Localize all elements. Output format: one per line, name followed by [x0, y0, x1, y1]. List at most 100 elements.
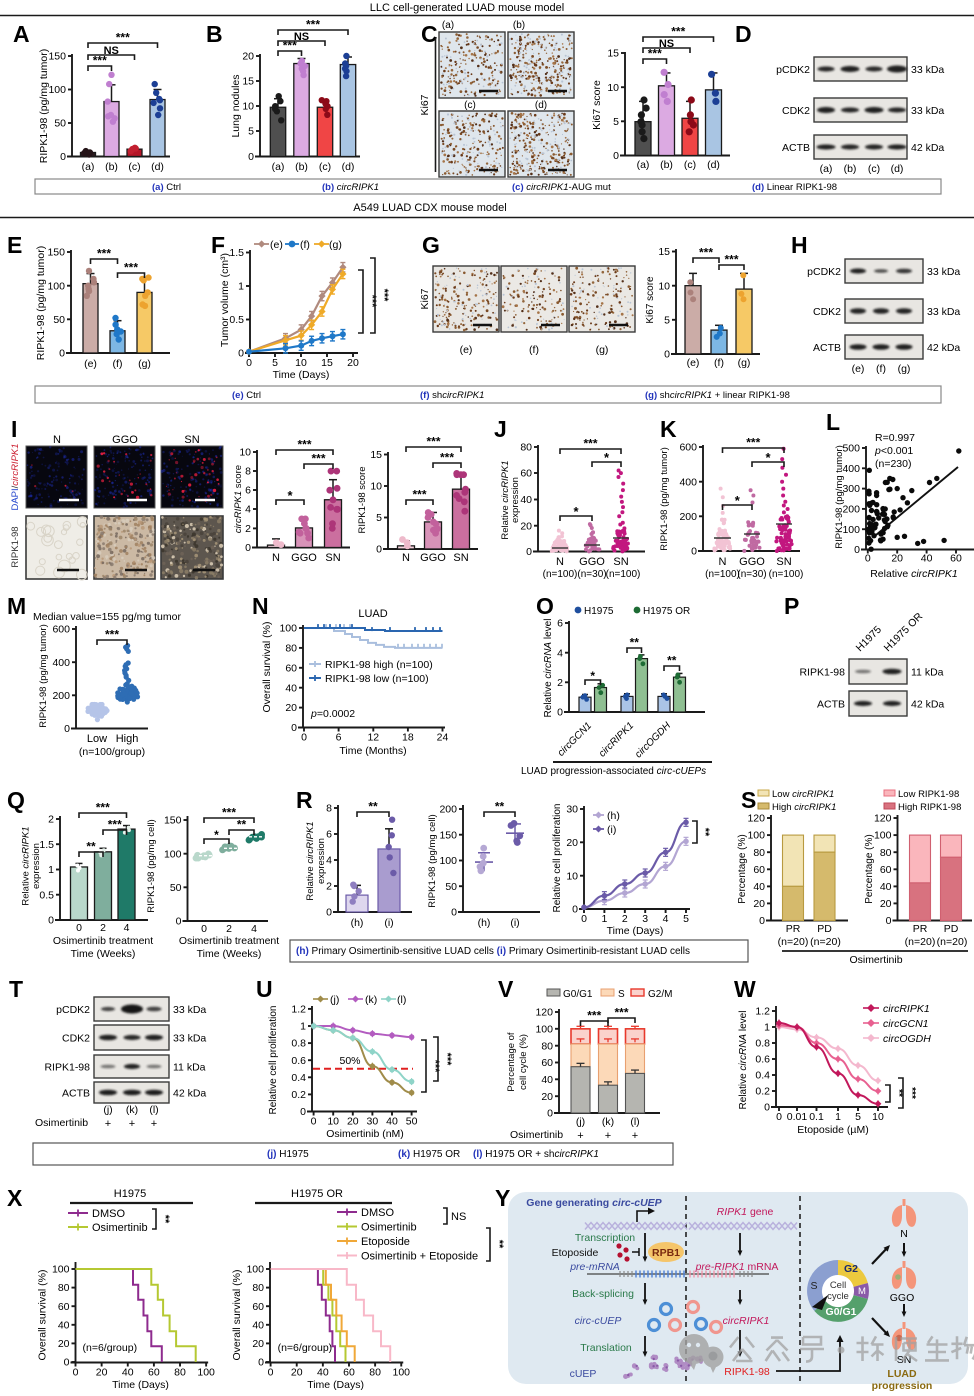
- svg-text:100: 100: [279, 623, 297, 635]
- svg-text:40: 40: [285, 682, 297, 694]
- svg-text:80: 80: [520, 442, 532, 454]
- svg-text:S: S: [810, 1280, 817, 1292]
- svg-text:SN: SN: [453, 552, 468, 564]
- svg-text:(e): (e): [84, 358, 97, 370]
- svg-text:0: 0: [854, 544, 860, 556]
- svg-text:40: 40: [541, 1074, 553, 1086]
- svg-text:SN: SN: [776, 556, 791, 568]
- svg-text:***: ***: [724, 253, 738, 267]
- svg-text:***: ***: [222, 806, 236, 820]
- svg-text:1: 1: [238, 281, 244, 293]
- svg-text:60: 60: [148, 1367, 160, 1379]
- svg-text:20: 20: [880, 898, 892, 910]
- svg-text:20: 20: [566, 837, 578, 849]
- svg-text:100: 100: [842, 524, 860, 536]
- svg-text:GGO: GGO: [739, 556, 765, 568]
- svg-text:(d): (d): [342, 161, 355, 173]
- svg-text:(i): (i): [384, 917, 393, 929]
- svg-text:(n=100): (n=100): [769, 569, 804, 580]
- svg-text:20: 20: [347, 1116, 359, 1128]
- svg-text:1.5: 1.5: [39, 839, 54, 851]
- svg-text:RIPK1 gene: RIPK1 gene: [717, 1206, 774, 1218]
- svg-text:(d): (d): [707, 159, 720, 171]
- svg-text:*: *: [765, 450, 771, 465]
- svg-text:(n=30): (n=30): [737, 569, 766, 580]
- svg-text:ACTB: ACTB: [782, 142, 810, 154]
- svg-text:(c) circRIPK1-AUG mut: (c) circRIPK1-AUG mut: [512, 182, 611, 193]
- svg-text:10: 10: [242, 101, 254, 113]
- svg-text:H1975: H1975: [114, 1188, 146, 1200]
- svg-text:(h): (h): [607, 810, 620, 822]
- svg-text:M: M: [858, 1286, 866, 1297]
- svg-text:DMSO: DMSO: [361, 1207, 394, 1219]
- svg-text:expression: expression: [31, 843, 42, 889]
- svg-text:*: *: [287, 488, 293, 503]
- svg-text:60: 60: [880, 864, 892, 876]
- svg-text:H1975: H1975: [584, 606, 614, 617]
- svg-text:42 kDa: 42 kDa: [173, 1087, 206, 1099]
- svg-text:60: 60: [285, 662, 297, 674]
- svg-text:10: 10: [327, 1116, 339, 1128]
- svg-text:Osimertinib treatment: Osimertinib treatment: [53, 935, 153, 947]
- svg-text:GGO: GGO: [420, 552, 446, 564]
- svg-text:***: ***: [746, 436, 760, 450]
- svg-text:Time (Weeks): Time (Weeks): [197, 948, 262, 960]
- svg-text:Q: Q: [7, 787, 25, 813]
- svg-text:50: 50: [53, 314, 65, 326]
- svg-text:***: ***: [441, 1053, 453, 1067]
- svg-text:33 kDa: 33 kDa: [911, 64, 944, 76]
- svg-text:20: 20: [891, 553, 903, 565]
- svg-text:(c): (c): [128, 161, 140, 173]
- svg-text:***: ***: [671, 25, 685, 39]
- svg-text:+: +: [105, 1118, 111, 1130]
- svg-text:LUAD: LUAD: [358, 608, 387, 620]
- svg-text:0: 0: [291, 722, 297, 734]
- svg-text:0.5: 0.5: [229, 314, 244, 326]
- svg-text:X: X: [7, 1185, 23, 1211]
- svg-text:T: T: [9, 976, 23, 1002]
- svg-text:20: 20: [252, 1338, 264, 1350]
- svg-text:100: 100: [392, 1367, 410, 1379]
- svg-text:(n=20): (n=20): [778, 936, 809, 948]
- svg-text:8: 8: [245, 466, 251, 478]
- svg-text:2: 2: [326, 881, 332, 893]
- svg-text:RIPK1-98: RIPK1-98: [10, 526, 21, 567]
- svg-text:10: 10: [566, 870, 578, 882]
- svg-text:2: 2: [48, 814, 54, 826]
- svg-text:Overall survival (%): Overall survival (%): [37, 1269, 49, 1360]
- svg-text:(l) H1975 OR + shcircRIPK1: (l) H1975 OR + shcircRIPK1: [473, 1149, 599, 1160]
- svg-text:(k): (k): [602, 1116, 614, 1128]
- svg-text:ACTB: ACTB: [813, 342, 841, 354]
- svg-text:0.4: 0.4: [755, 1070, 770, 1082]
- svg-text:***: ***: [614, 1006, 628, 1020]
- svg-text:(f): (f): [300, 239, 310, 251]
- svg-text:80: 80: [753, 847, 765, 859]
- svg-text:1: 1: [48, 864, 54, 876]
- svg-text:S: S: [741, 787, 756, 813]
- svg-text:Time (Days): Time (Days): [112, 1379, 169, 1391]
- svg-text:1: 1: [764, 1022, 770, 1034]
- svg-text:8: 8: [326, 803, 332, 815]
- svg-text:P: P: [784, 593, 799, 619]
- svg-text:0: 0: [451, 907, 457, 919]
- svg-text:(n=6/group): (n=6/group): [278, 1342, 333, 1354]
- svg-text:Percentage of: Percentage of: [506, 1032, 517, 1092]
- svg-text:42 kDa: 42 kDa: [911, 698, 944, 710]
- svg-text:15: 15: [607, 48, 619, 60]
- svg-text:U: U: [256, 976, 273, 1002]
- svg-text:10: 10: [607, 82, 619, 94]
- svg-text:0: 0: [73, 1367, 79, 1379]
- svg-text:0: 0: [664, 349, 670, 361]
- svg-text:80: 80: [252, 1282, 264, 1294]
- svg-text:(c): (c): [464, 100, 476, 111]
- svg-text:0: 0: [238, 348, 244, 360]
- svg-text:***: ***: [97, 247, 111, 261]
- svg-text:H1975 OR: H1975 OR: [291, 1188, 343, 1200]
- svg-text:DAPI/circRIPK1: DAPI/circRIPK1: [10, 443, 21, 510]
- svg-text:SN: SN: [613, 556, 628, 568]
- svg-text:42 kDa: 42 kDa: [927, 342, 960, 354]
- svg-text:NS: NS: [294, 31, 309, 43]
- svg-text:18: 18: [402, 732, 414, 744]
- svg-text:100: 100: [246, 1264, 264, 1276]
- svg-text:4: 4: [245, 504, 251, 516]
